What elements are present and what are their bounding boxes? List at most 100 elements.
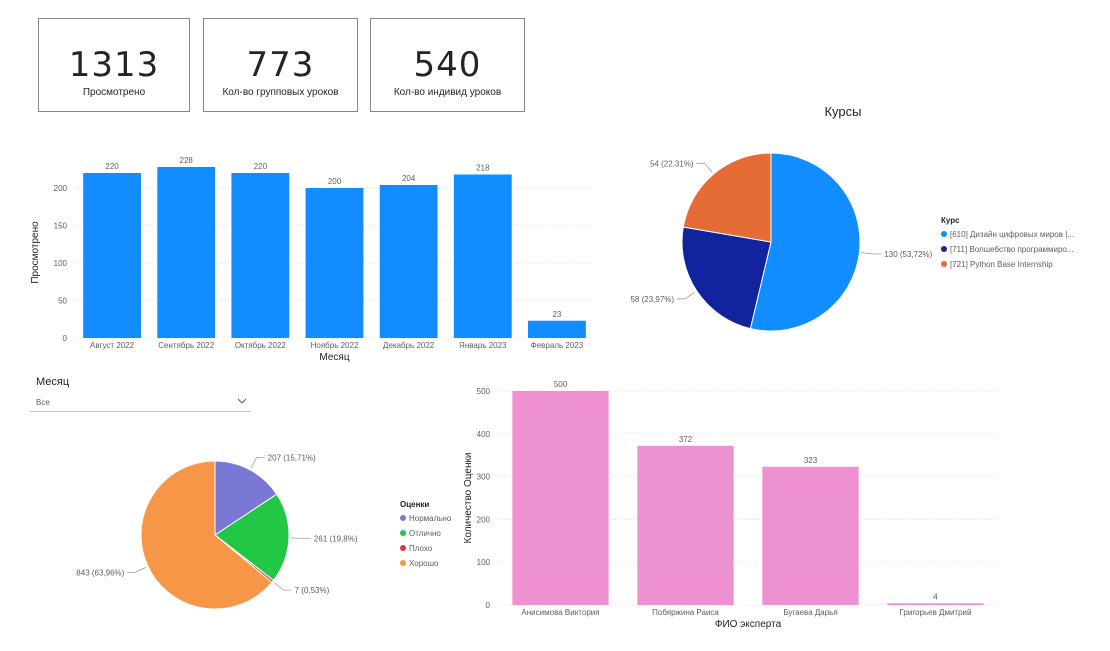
legend-marker bbox=[400, 545, 406, 551]
legend-entry: Нормально bbox=[409, 514, 452, 523]
legend-entry: Хорошо bbox=[409, 559, 439, 568]
data-label: 500 bbox=[554, 380, 568, 389]
y-tick-label: 400 bbox=[477, 430, 491, 439]
data-label: 58 (23,97%) bbox=[630, 295, 674, 304]
bar bbox=[83, 173, 141, 338]
x-axis-title: ФИО эксперта bbox=[715, 619, 782, 630]
y-tick-label: 500 bbox=[477, 387, 491, 396]
leader-line bbox=[861, 252, 882, 255]
bar bbox=[305, 188, 364, 338]
legend-marker bbox=[941, 261, 947, 267]
data-label: 4 bbox=[933, 592, 938, 601]
data-label: 200 bbox=[328, 177, 342, 186]
pie-slice bbox=[682, 152, 772, 243]
chevron-down-icon bbox=[237, 398, 247, 404]
bar bbox=[231, 173, 290, 338]
y-tick-label: 300 bbox=[477, 473, 491, 482]
legend-marker bbox=[941, 231, 947, 237]
pie-slice bbox=[681, 226, 772, 330]
leader-line bbox=[696, 162, 713, 173]
courses-pie-chart: 130 (53,72%) 58 (23,97%) 54 (22,31%) Курсы К… bbox=[630, 104, 1074, 332]
data-label: 228 bbox=[180, 156, 194, 165]
legend-marker bbox=[941, 246, 947, 252]
kpi-value: 773 bbox=[246, 45, 315, 85]
y-tick-label: 100 bbox=[54, 259, 68, 268]
legend-entry: [711] Волшебство программиро... bbox=[950, 245, 1074, 254]
grades-pie-chart: 207 (15,71%) 261 (19,8%) 7 (0,53%) 843 (63,… bbox=[76, 453, 452, 610]
x-tick-label: Февраль 2023 bbox=[531, 341, 584, 350]
leader-line bbox=[127, 566, 147, 573]
y-axis-title: Количество Оценки bbox=[463, 453, 474, 544]
kpi-label: Кол-во индивид уроков bbox=[393, 87, 502, 98]
data-label: 207 (15,71%) bbox=[268, 453, 316, 462]
x-tick-label: Август 2022 bbox=[90, 341, 135, 350]
y-tick-label: 100 bbox=[477, 558, 491, 567]
bar bbox=[512, 391, 609, 605]
legend-entry: Плохо bbox=[409, 544, 433, 553]
x-tick-label: Октябрь 2022 bbox=[235, 341, 287, 350]
pie-slice bbox=[214, 460, 278, 536]
legend-marker bbox=[400, 530, 406, 536]
bar bbox=[762, 466, 859, 605]
data-label: 218 bbox=[476, 164, 490, 173]
data-label: 261 (19,8%) bbox=[314, 534, 358, 543]
data-label: 7 (0,53%) bbox=[295, 586, 330, 595]
data-label: 323 bbox=[804, 456, 818, 465]
legend-title: Курс bbox=[941, 216, 960, 225]
data-label: 130 (53,72%) bbox=[884, 250, 932, 259]
bar bbox=[157, 167, 216, 338]
x-tick-label: Григорьев Дмитрий bbox=[900, 608, 972, 617]
month-slicer-title: Месяц bbox=[36, 376, 70, 388]
kpi-card-viewed: 1313 Просмотрено bbox=[38, 18, 190, 112]
leader-line bbox=[250, 457, 265, 469]
kpi-card-individual-lessons: 540 Кол-во индивид уроков bbox=[370, 18, 525, 112]
kpi-label: Кол-во групповых уроков bbox=[222, 87, 339, 98]
x-axis-title: Месяц bbox=[319, 352, 349, 363]
data-label: 843 (63,96%) bbox=[76, 568, 124, 577]
x-tick-label: Побяржина Раиса bbox=[652, 608, 719, 617]
legend-entry: [721] Python Base Internship bbox=[950, 260, 1053, 269]
legend-marker bbox=[400, 560, 406, 566]
y-tick-label: 200 bbox=[477, 515, 491, 524]
chart-title: Курсы bbox=[824, 104, 861, 119]
bar bbox=[379, 185, 438, 338]
x-tick-label: Январь 2023 bbox=[459, 341, 507, 350]
legend-marker bbox=[400, 515, 406, 521]
leader-line bbox=[273, 582, 292, 591]
x-tick-label: Ноябрь 2022 bbox=[311, 341, 359, 350]
y-tick-label: 50 bbox=[58, 297, 67, 306]
kpi-card-group-lessons: 773 Кол-во групповых уроков bbox=[203, 18, 358, 112]
bar bbox=[887, 603, 984, 605]
x-tick-label: Анисимова Виктория bbox=[521, 608, 599, 617]
data-label: 220 bbox=[105, 162, 119, 171]
legend-title: Оценки bbox=[400, 500, 429, 509]
data-label: 204 bbox=[402, 174, 416, 183]
leader-line bbox=[677, 291, 696, 300]
legend-entry: Отлично bbox=[409, 529, 441, 538]
legend-entry: [610] Дизайн цифровых миров |... bbox=[950, 230, 1074, 239]
y-tick-label: 0 bbox=[63, 334, 68, 343]
y-tick-label: 150 bbox=[54, 222, 68, 231]
month-slicer-value: Все bbox=[36, 398, 50, 407]
grades-by-expert-chart: 0 100 200 300 400 500 500 Анисимова Виктория 372… bbox=[463, 380, 998, 630]
bar bbox=[453, 174, 512, 338]
bar bbox=[528, 320, 586, 338]
x-tick-label: Бугаева Дарья bbox=[783, 608, 837, 617]
views-by-month-chart: 0 50 100 150 200 220 Август 2022 228 Сентябрь 20… bbox=[30, 156, 594, 363]
data-label: 23 bbox=[552, 310, 561, 319]
pie-slice bbox=[749, 152, 861, 332]
month-slicer-dropdown[interactable]: Все bbox=[30, 395, 251, 412]
x-tick-label: Сентябрь 2022 bbox=[158, 341, 214, 350]
kpi-value: 540 bbox=[413, 45, 482, 85]
y-axis-title: Просмотрено bbox=[30, 221, 41, 284]
bar bbox=[637, 445, 734, 605]
data-label: 220 bbox=[254, 162, 268, 171]
x-tick-label: Декабрь 2022 bbox=[383, 341, 435, 350]
data-label: 54 (22,31%) bbox=[650, 159, 694, 168]
kpi-value: 1313 bbox=[68, 45, 160, 85]
pie-slice bbox=[140, 460, 273, 610]
y-tick-label: 200 bbox=[54, 184, 68, 193]
pie-slice bbox=[214, 493, 290, 582]
y-tick-label: 0 bbox=[486, 601, 491, 610]
kpi-label: Просмотрено bbox=[82, 87, 146, 98]
